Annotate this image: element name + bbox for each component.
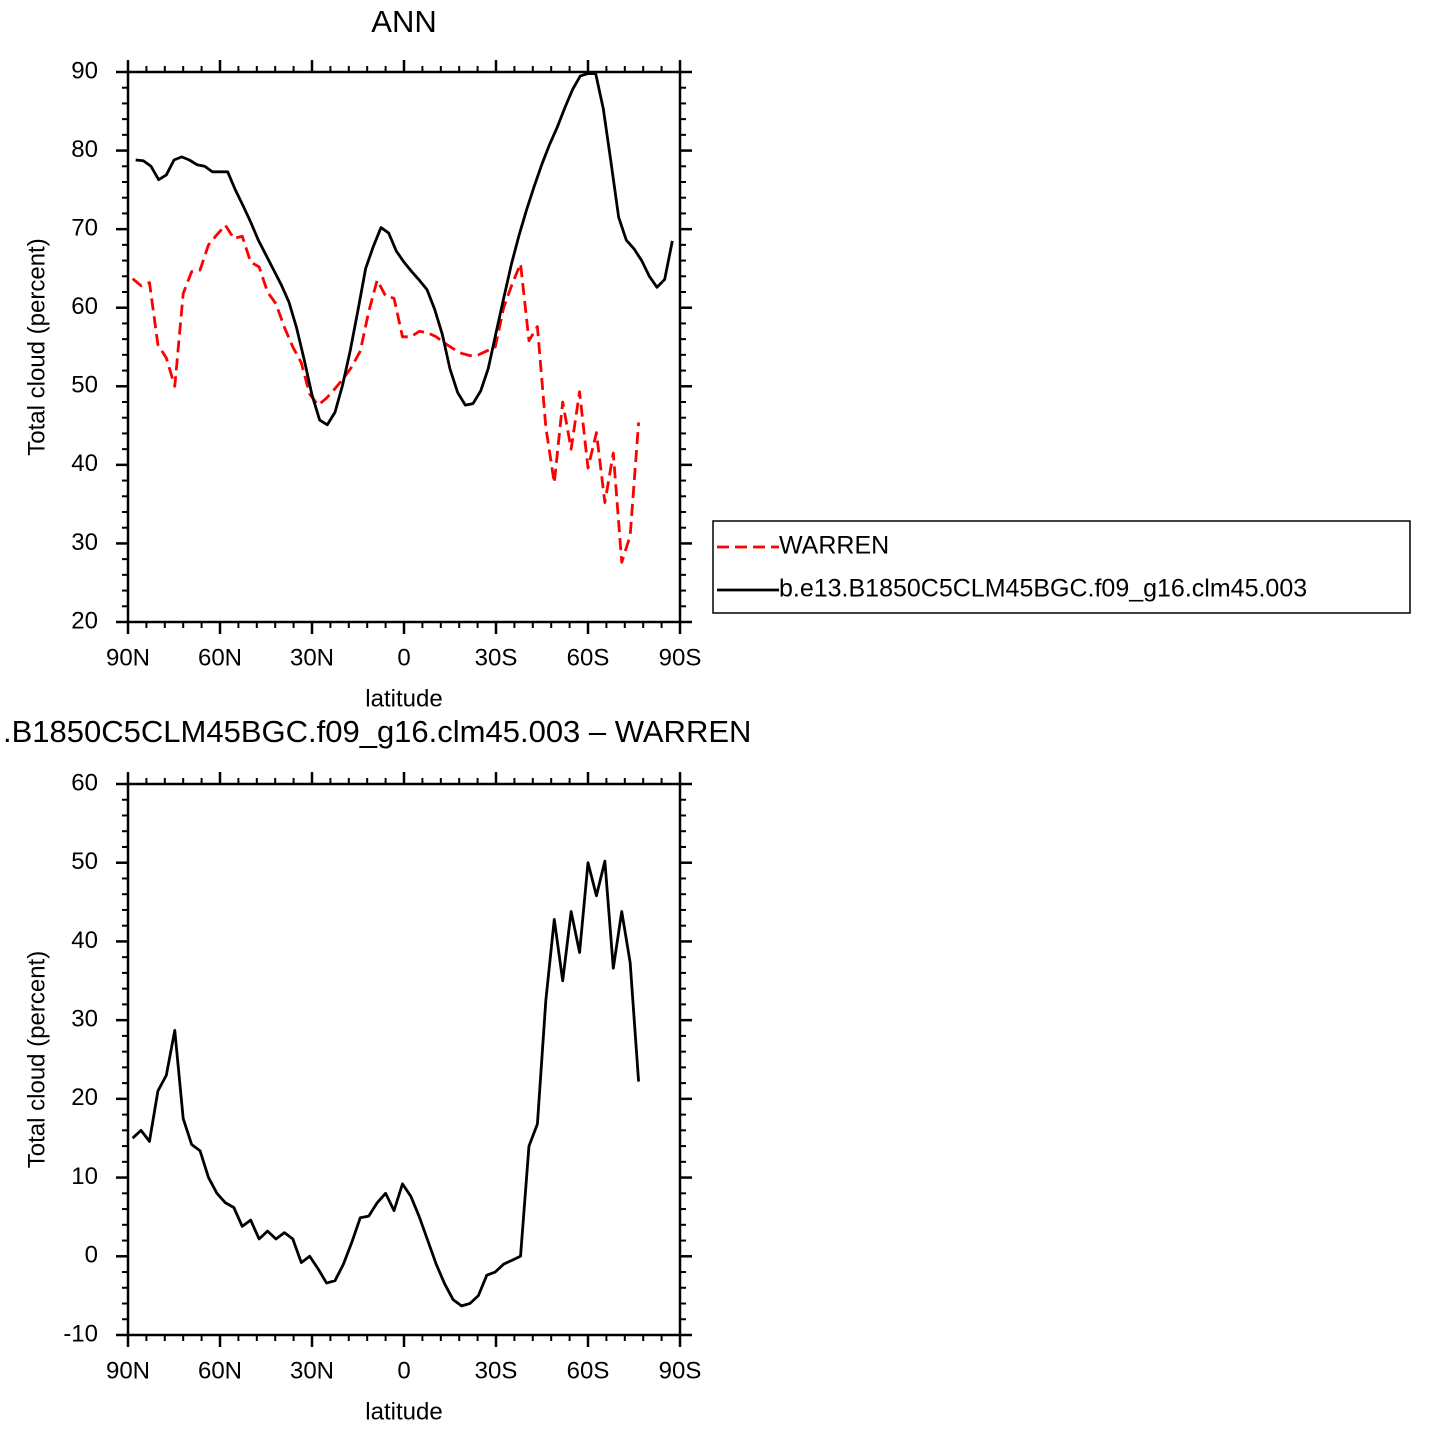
- y-axis-label: Total cloud (percent): [23, 951, 50, 1168]
- legend-label: b.e13.B1850C5CLM45BGC.f09_g16.clm45.003: [779, 575, 1307, 603]
- y-tick-label: 20: [71, 1084, 98, 1111]
- x-tick-label: 90N: [106, 644, 150, 671]
- y-tick-label: 50: [71, 372, 98, 399]
- chart-title: ANN: [371, 4, 436, 39]
- y-tick-label: 80: [71, 136, 98, 163]
- y-tick-label: 0: [85, 1242, 98, 1269]
- y-tick-label: 60: [71, 293, 98, 320]
- x-tick-label: 30N: [290, 644, 334, 671]
- y-tick-label: 90: [71, 57, 98, 84]
- y-tick-label: 40: [71, 450, 98, 477]
- plot-frame: [126, 70, 682, 624]
- x-tick-label: 0: [397, 644, 410, 671]
- x-tick-label: 60N: [198, 1357, 242, 1384]
- x-tick-label: 90S: [659, 1357, 702, 1384]
- y-axis-label: Total cloud (percent): [23, 238, 50, 455]
- x-tick-label: 60S: [567, 644, 610, 671]
- series-line: [131, 223, 640, 564]
- y-tick-label: 30: [71, 1005, 98, 1032]
- x-tick-label: 0: [397, 1357, 410, 1384]
- plot-frame: [126, 782, 682, 1337]
- x-tick-label: 30S: [475, 1357, 518, 1384]
- y-tick-label: 20: [71, 607, 98, 634]
- legend-box: [712, 520, 1411, 614]
- series-line: [135, 72, 674, 427]
- x-tick-label: 30N: [290, 1357, 334, 1384]
- y-tick-label: 10: [71, 1163, 98, 1190]
- x-tick-label: 30S: [475, 644, 518, 671]
- legend-label: WARREN: [779, 532, 889, 560]
- chart-title: .B1850C5CLM45BGC.f09_g16.clm45.003 – WAR…: [3, 714, 751, 749]
- x-tick-label: 60S: [567, 1357, 610, 1384]
- x-tick-label: 90N: [106, 1357, 150, 1384]
- x-tick-label: 60N: [198, 644, 242, 671]
- y-tick-label: 50: [71, 848, 98, 875]
- y-tick-label: -10: [63, 1320, 98, 1347]
- x-axis-label: latitude: [365, 685, 442, 712]
- y-tick-label: 30: [71, 529, 98, 556]
- series-line: [131, 859, 640, 1308]
- y-tick-label: 70: [71, 214, 98, 241]
- x-tick-label: 90S: [659, 644, 702, 671]
- x-axis-label: latitude: [365, 1398, 442, 1425]
- y-tick-label: 60: [71, 769, 98, 796]
- y-tick-label: 40: [71, 927, 98, 954]
